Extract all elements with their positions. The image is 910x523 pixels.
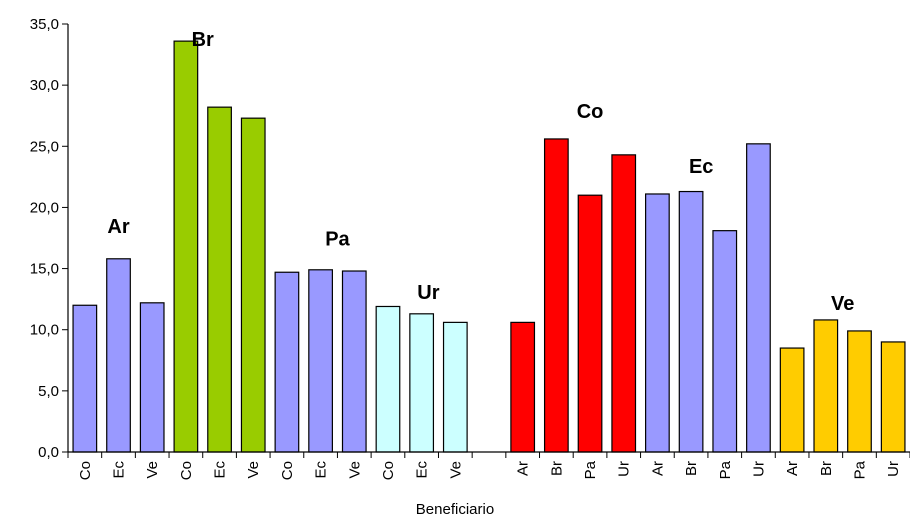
y-tick-label: 20,0 bbox=[30, 199, 59, 216]
bars bbox=[72, 40, 906, 453]
y-tick-label: 0,0 bbox=[38, 444, 59, 461]
x-tick-label: Ve bbox=[144, 461, 161, 479]
x-tick-label: Co bbox=[178, 461, 195, 480]
y-tick-label: 25,0 bbox=[30, 138, 59, 155]
bar bbox=[72, 304, 98, 453]
x-tick-label: Ur bbox=[750, 461, 767, 477]
group-label: Pa bbox=[325, 228, 350, 250]
group-label: Ar bbox=[107, 216, 129, 238]
x-tick-label: Co bbox=[380, 461, 397, 480]
x-tick-label: Ve bbox=[346, 461, 363, 479]
x-tick-label: Br bbox=[818, 461, 835, 476]
x-tick-label: Ve bbox=[447, 461, 464, 479]
x-tick-label: Co bbox=[279, 461, 296, 480]
y-tick-label: 15,0 bbox=[30, 261, 59, 278]
x-tick-label: Ar bbox=[649, 461, 666, 476]
x-tick-label: Pa bbox=[851, 460, 868, 479]
bar bbox=[543, 138, 569, 453]
axes bbox=[67, 24, 910, 453]
y-tick-label: 30,0 bbox=[30, 77, 59, 94]
bar bbox=[139, 302, 165, 453]
x-tick-label: Ec bbox=[111, 461, 128, 479]
x-tick-label: Ec bbox=[212, 461, 229, 479]
x-tick-label: Ur bbox=[885, 461, 902, 477]
x-axis-title: Beneficiario bbox=[416, 501, 494, 518]
bar bbox=[847, 330, 872, 453]
bar bbox=[308, 269, 333, 453]
x-tick-label: Ec bbox=[414, 461, 431, 479]
y-tick-label: 35,0 bbox=[30, 16, 59, 33]
bar bbox=[341, 270, 367, 453]
bar bbox=[207, 106, 232, 453]
bar bbox=[611, 154, 637, 453]
x-tick-label: Pa bbox=[582, 460, 599, 479]
bar bbox=[375, 305, 401, 453]
x-tick-label: Ar bbox=[784, 461, 801, 476]
bar bbox=[645, 193, 670, 453]
bar bbox=[240, 117, 266, 453]
bar bbox=[577, 194, 603, 453]
y-axis-ticks: 0,0 5,0 10,0 15,0 20,0 25,0 30,0 35,0 bbox=[30, 16, 68, 461]
group-labels: Ar Br Pa Ur Co Ec Ve bbox=[107, 29, 854, 315]
bar bbox=[712, 230, 738, 453]
bar bbox=[746, 143, 771, 453]
group-label: Co bbox=[577, 101, 604, 123]
group-label: Ur bbox=[417, 282, 439, 304]
group-label: Br bbox=[192, 29, 214, 51]
x-tick-label: Ar bbox=[515, 461, 532, 476]
bar bbox=[409, 313, 435, 453]
x-tick-label: Br bbox=[683, 461, 700, 476]
x-axis-ticks: Co Ec Ve Co Ec Ve Co Ec Ve Co Ec Ve Ar Br Pa Ur Ar Br Pa Ur… bbox=[67, 452, 910, 480]
x-tick-label: Ec bbox=[313, 461, 330, 479]
bar bbox=[510, 321, 536, 453]
bar bbox=[880, 341, 906, 453]
bar bbox=[813, 319, 839, 453]
x-tick-label: Ur bbox=[616, 461, 633, 477]
x-tick-label: Pa bbox=[717, 460, 734, 479]
bar bbox=[442, 321, 468, 453]
x-tick-label: Br bbox=[548, 461, 565, 476]
bar bbox=[779, 347, 805, 453]
x-tick-label: Ve bbox=[245, 461, 262, 479]
x-tick-label: Co bbox=[77, 461, 94, 480]
y-tick-label: 10,0 bbox=[30, 322, 59, 339]
bar bbox=[274, 271, 300, 453]
group-label: Ec bbox=[689, 156, 713, 178]
bar bbox=[106, 258, 131, 453]
y-tick-label: 5,0 bbox=[38, 383, 59, 400]
bar bbox=[173, 40, 199, 453]
group-label: Ve bbox=[831, 293, 854, 315]
bar bbox=[678, 190, 704, 453]
